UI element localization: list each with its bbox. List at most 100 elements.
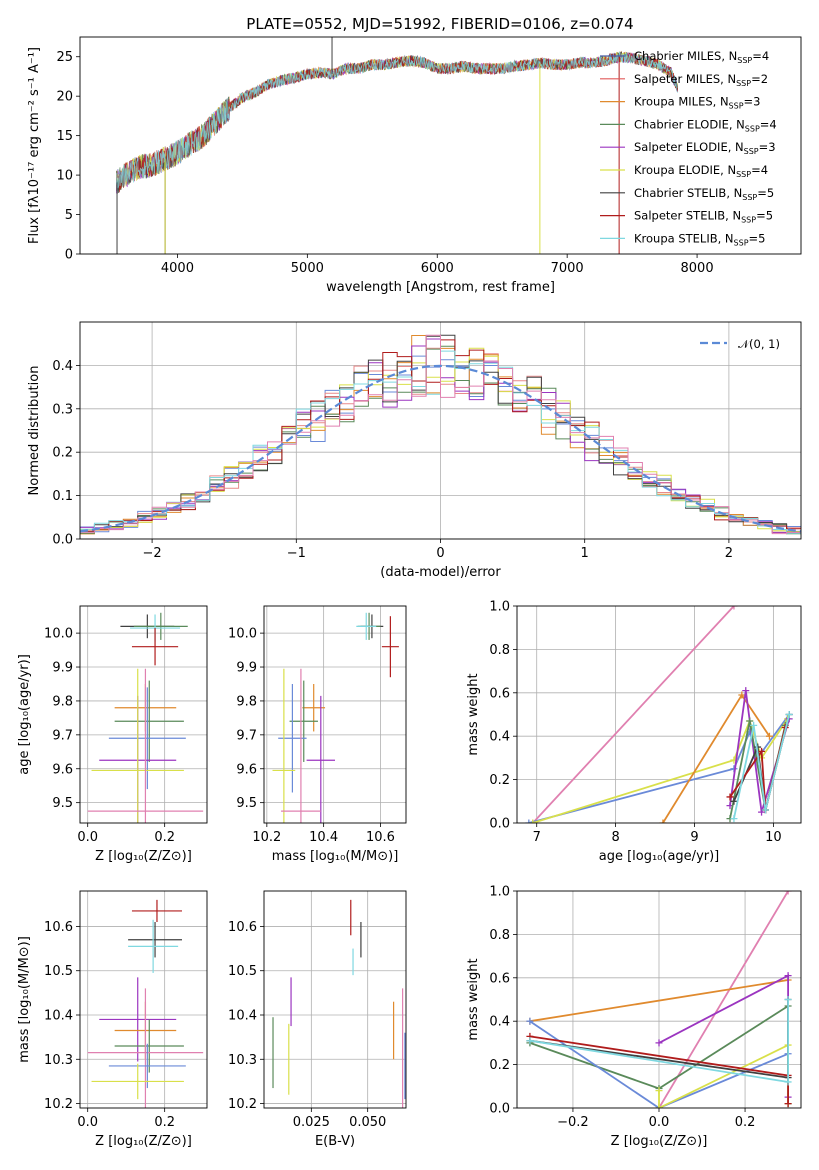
legend-entry: Chabrier STELIB, NSSP=5 — [634, 186, 774, 202]
legend-entry: Chabrier MILES, NSSP=4 — [634, 49, 769, 65]
x-tick-label: 10.6 — [366, 830, 395, 845]
weight-marker — [785, 711, 793, 718]
y-tick-label: 0.2 — [489, 773, 510, 788]
plot-area — [80, 606, 207, 823]
weight-marker — [784, 891, 792, 895]
x-tick-label: 5000 — [291, 261, 324, 276]
axes-mass-vs-EBV: 0.025 0.050 10.2 10.3 10.4 10.5 10.6 E(B-V) — [228, 890, 407, 1149]
weight-marker — [746, 717, 754, 725]
axes-frame — [79, 890, 208, 1109]
y-tick-label: 10.5 — [44, 964, 73, 979]
axes-age-vs-mass: 10.2 10.4 10.6 9.5 9.6 9.7 9.8 9.9 10.0 mass [log… — [228, 605, 407, 864]
weight-marker — [526, 1017, 534, 1025]
y-tick-label: 10.4 — [44, 1009, 73, 1024]
y-tick-label: 0.6 — [489, 686, 510, 701]
x-tick-label: −0.2 — [557, 1115, 589, 1130]
legend-entry: Kroupa ELODIE, NSSP=4 — [634, 163, 768, 179]
x-tick-label: 0.050 — [349, 1115, 386, 1130]
weight-marker — [730, 606, 738, 610]
x-axis-label: E(B-V) — [315, 1134, 355, 1149]
x-tick-label: 1 — [581, 546, 589, 561]
y-tick-label: 9.7 — [52, 728, 73, 743]
weight-marker — [726, 793, 734, 801]
plot-area — [80, 891, 207, 1108]
plot-area — [517, 606, 801, 823]
weight-marker — [784, 996, 792, 1003]
y-tick-label: 0.8 — [489, 643, 510, 658]
y-tick-label: 0.4 — [489, 1015, 510, 1030]
x-tick-label: 10.4 — [309, 830, 338, 845]
legend-entry: Salpeter MILES, NSSP=2 — [634, 72, 768, 88]
y-tick-label: 0.0 — [52, 533, 73, 548]
axes-frame — [79, 605, 208, 824]
x-tick-label: 0.0 — [77, 1115, 98, 1130]
weight-marker — [784, 972, 792, 980]
y-tick-label: 10.6 — [44, 920, 73, 935]
x-tick-label: 9 — [690, 830, 698, 845]
spectrum-line-0 — [116, 51, 678, 189]
x-tick-label: 8 — [611, 830, 619, 845]
x-tick-label: 8000 — [681, 261, 714, 276]
x-axis-label: Z [log₁₀(Z/Z⊙)] — [95, 1134, 192, 1149]
y-tick-label: 0.2 — [52, 446, 73, 461]
x-tick-label: 0.0 — [649, 1115, 670, 1130]
x-tick-label: 6000 — [421, 261, 454, 276]
y-tick-label: 0.4 — [489, 730, 510, 745]
plot-area — [264, 606, 406, 823]
x-axis-label: Z [log₁₀(Z/Z⊙)] — [95, 849, 192, 864]
y-tick-label: 15 — [56, 129, 73, 144]
legend-entry: Salpeter STELIB, NSSP=5 — [634, 209, 773, 225]
weight-line-0 — [658, 891, 789, 1108]
x-tick-label: 0.2 — [154, 1115, 175, 1130]
plot-area — [264, 891, 406, 1108]
y-tick-label: 9.9 — [236, 661, 257, 676]
legend-entry: Chabrier ELODIE, NSSP=4 — [634, 117, 777, 133]
axes-frame — [516, 605, 802, 824]
weight-line-0 — [532, 606, 735, 823]
x-tick-label: 10.2 — [252, 830, 281, 845]
axes-weight-vs-Z: −0.2 0.0 0.2 0.0 0.2 0.4 0.6 0.8 1.0 Z [log₁₀(Z/Z… — [466, 885, 802, 1149]
weight-line-8 — [733, 714, 791, 819]
legend-entry: Salpeter ELODIE, NSSP=3 — [634, 140, 776, 156]
weight-marker — [655, 1039, 663, 1047]
weight-marker — [659, 819, 667, 823]
plot-area — [116, 37, 678, 254]
x-tick-label: −2 — [143, 546, 162, 561]
axes-residuals: −2 −1 0 1 2 0.0 0.1 0.2 0.3 0.4 (data-model)/error… — [27, 321, 802, 580]
y-axis-label: Flux [fλ10⁻¹⁷ erg cm⁻² s⁻¹ A⁻¹] — [27, 47, 42, 244]
y-tick-label: 5 — [65, 208, 73, 223]
y-tick-label: 10.6 — [228, 920, 257, 935]
y-tick-label: 10.0 — [228, 627, 257, 642]
y-tick-label: 0 — [65, 248, 73, 263]
weight-marker — [738, 691, 746, 699]
y-tick-label: 0.3 — [52, 402, 73, 417]
y-tick-label: 1.0 — [489, 600, 510, 615]
y-tick-label: 10.5 — [228, 964, 257, 979]
weight-marker — [784, 1078, 792, 1086]
weight-marker — [750, 721, 758, 729]
y-tick-label: 10.2 — [44, 1097, 73, 1112]
x-axis-label: wavelength [Angstrom, rest frame] — [326, 280, 555, 295]
y-tick-label: 0.2 — [489, 1058, 510, 1073]
spectrum-line-2 — [116, 50, 678, 192]
weight-marker — [758, 808, 766, 816]
spectrum-line-8 — [116, 51, 678, 189]
y-tick-label: 9.7 — [236, 728, 257, 743]
weight-marker — [784, 1100, 792, 1108]
y-tick-label: 9.5 — [236, 796, 257, 811]
y-tick-label: 0.8 — [489, 928, 510, 943]
y-axis-label: mass [log₁₀(M/M⊙)] — [17, 936, 32, 1063]
x-tick-label: 2 — [725, 546, 733, 561]
weight-marker — [526, 1037, 534, 1045]
y-tick-label: 0.0 — [489, 817, 510, 832]
x-tick-label: 10 — [765, 830, 782, 845]
y-tick-label: 9.6 — [236, 762, 257, 777]
y-axis-label: mass weight — [466, 673, 481, 755]
spectrum-line-4 — [116, 52, 678, 194]
y-tick-label: 9.8 — [236, 694, 257, 709]
y-tick-label: 10.2 — [228, 1097, 257, 1112]
weight-marker — [529, 819, 537, 823]
y-axis-label: Normed distribution — [27, 366, 42, 496]
x-axis-label: age [log₁₀(age/yr)] — [599, 849, 720, 864]
